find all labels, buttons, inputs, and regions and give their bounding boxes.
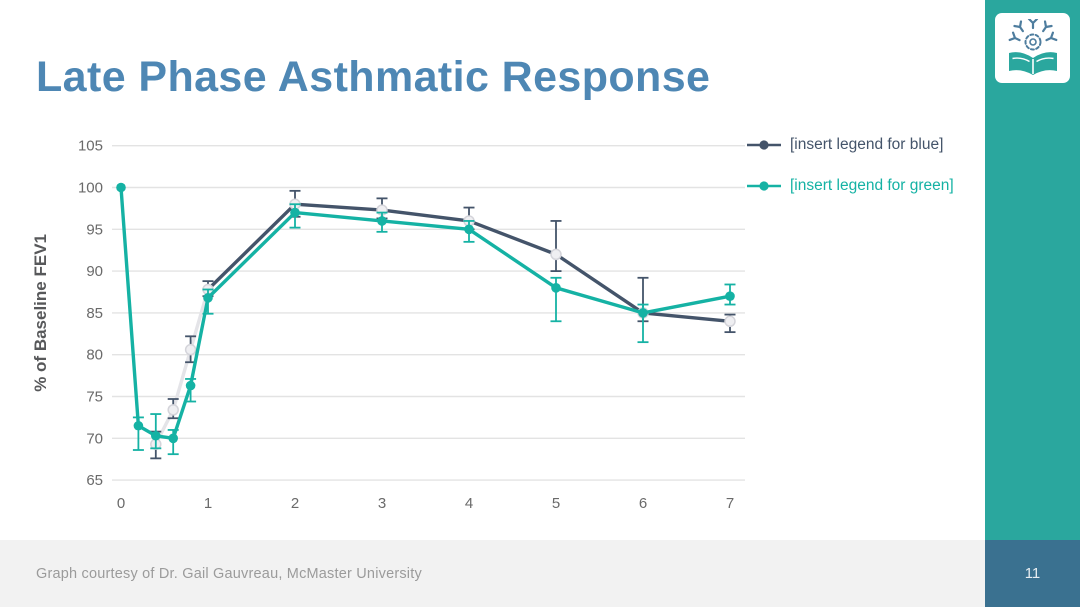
series-green-marker — [116, 182, 126, 193]
legend-dot — [759, 140, 769, 150]
legend-dot — [759, 181, 769, 191]
series-blue-early-gray-line — [154, 287, 210, 446]
series-blue-marker — [724, 315, 736, 328]
series-green-marker — [377, 216, 387, 226]
y-axis-title: % of Baseline FEV1 — [31, 234, 50, 392]
x-tick-label: 3 — [378, 495, 386, 512]
footer-band: Graph courtesy of Dr. Gail Gauvreau, McM… — [0, 540, 985, 607]
y-tick-label: 75 — [86, 389, 103, 406]
legend-label-green: [insert legend for green] — [790, 177, 954, 194]
series-green-marker — [551, 283, 561, 293]
y-tick-label: 70 — [86, 430, 103, 447]
line-chart-canvas: 65 70 75 80 85 90 95 100 105 0 1 2 3 4 5 6 7 % of Baselin… — [31, 138, 745, 512]
y-tick-label: 105 — [78, 138, 103, 155]
y-tick-label: 90 — [86, 263, 103, 280]
series-blue-marker — [167, 404, 179, 416]
series-green-marker — [133, 420, 144, 431]
x-tick-label: 5 — [552, 495, 560, 512]
y-tick-label: 80 — [86, 347, 103, 364]
legend-label-blue: [insert legend for blue] — [790, 136, 944, 153]
x-tick-label: 7 — [726, 495, 734, 512]
series-green-marker — [168, 433, 178, 444]
page-number: 11 — [1024, 565, 1041, 582]
footer-credit-text: Graph courtesy of Dr. Gail Gauvreau, McM… — [36, 565, 422, 582]
slide-title: Late Phase Asthmatic Response — [36, 53, 711, 101]
x-tick-label: 6 — [639, 495, 647, 512]
series-green-marker — [725, 291, 735, 301]
y-tick-label: 85 — [86, 305, 103, 322]
y-tick-label: 95 — [86, 221, 103, 238]
accent-sidebar: 11 — [985, 0, 1080, 607]
chart-legend: [insert legend for blue] [insert legend … — [746, 136, 954, 218]
legend-line-marker-blue-icon — [747, 140, 781, 150]
series-blue-marker — [184, 343, 197, 356]
x-tick-label: 2 — [291, 495, 299, 512]
series-blue-marker — [550, 248, 562, 261]
series-green-marker — [464, 224, 474, 235]
series-green-marker — [203, 293, 213, 303]
x-tick-label: 4 — [465, 495, 473, 512]
legend-line-marker-green-icon — [747, 181, 781, 191]
x-tick-label: 0 — [117, 495, 125, 512]
series-green-marker — [290, 207, 300, 218]
series-green-marker — [151, 430, 161, 441]
legend-item-green: [insert legend for green] — [746, 177, 954, 195]
legend-item-blue: [insert legend for blue] — [746, 136, 954, 154]
fev1-chart: 65 70 75 80 85 90 95 100 105 0 1 2 3 4 5 6 7 % of Baselin… — [0, 130, 770, 525]
y-tick-label: 100 — [78, 180, 103, 197]
series-green-marker — [185, 380, 196, 391]
x-tick-label: 1 — [204, 495, 212, 512]
open-book-antibody-icon — [1008, 19, 1057, 75]
y-tick-label: 65 — [86, 472, 103, 489]
page-number-box: 11 — [985, 540, 1080, 607]
series-green-marker — [638, 308, 648, 318]
logo — [995, 13, 1070, 83]
